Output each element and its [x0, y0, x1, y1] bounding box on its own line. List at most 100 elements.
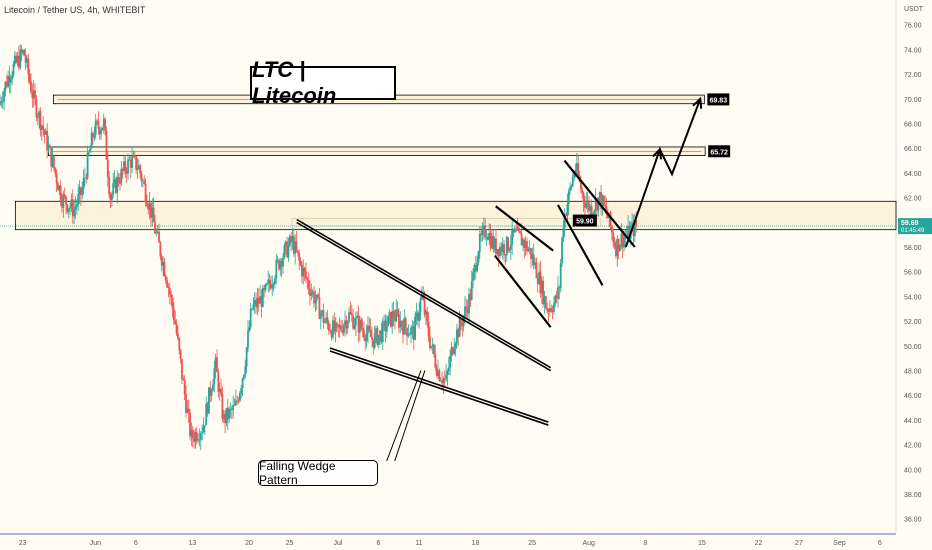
- candle-body: [88, 152, 90, 154]
- candle-body: [129, 160, 132, 168]
- projection-path: [624, 98, 702, 248]
- wedge-trendline: [329, 347, 549, 423]
- candle-body: [361, 328, 364, 331]
- candle-body: [116, 177, 119, 193]
- candle-body: [574, 169, 577, 175]
- candle-body: [318, 296, 321, 319]
- candle-body: [462, 316, 465, 327]
- candle-body: [222, 413, 225, 419]
- candle-body: [554, 295, 557, 304]
- candle-body: [315, 294, 318, 301]
- candle-body: [155, 232, 158, 234]
- candle-body: [430, 346, 433, 348]
- candle-body: [12, 64, 15, 76]
- last-price-tag: [898, 218, 932, 235]
- candle-body: [94, 120, 97, 135]
- candle-body: [202, 426, 205, 433]
- candle-body: [51, 156, 54, 167]
- candle-body: [438, 370, 441, 381]
- candle-body: [512, 228, 515, 233]
- candle-body: [162, 261, 164, 266]
- candle-body: [152, 207, 155, 223]
- candle-body: [460, 318, 462, 324]
- candle-body: [499, 246, 501, 257]
- candle-body: [633, 219, 636, 237]
- candle-body: [453, 347, 456, 354]
- y-tick-label: 68.00: [904, 121, 922, 128]
- candle-body: [496, 249, 499, 254]
- candle-body: [30, 81, 32, 93]
- zone-price-label: 59.90: [576, 219, 594, 226]
- candle-body: [379, 330, 381, 336]
- candle-body: [385, 326, 388, 332]
- candle-body: [632, 222, 635, 237]
- candle-body: [610, 226, 613, 233]
- candle-body: [225, 407, 228, 424]
- candle-body: [121, 168, 124, 171]
- candle-body: [535, 262, 538, 279]
- candle-body: [441, 381, 443, 384]
- candle-body: [435, 367, 438, 376]
- candle-body: [381, 321, 384, 342]
- candle-body: [0, 101, 1, 105]
- candle-body: [290, 236, 293, 243]
- y-tick-label: 74.00: [904, 47, 922, 54]
- candle-body: [419, 298, 422, 313]
- candle-body: [473, 265, 476, 273]
- candle-body: [4, 82, 7, 91]
- candle-body: [310, 292, 313, 296]
- candle-body: [239, 392, 241, 401]
- candle-body: [151, 207, 154, 218]
- x-tick-label: Jun: [90, 540, 101, 547]
- candle-body: [282, 257, 284, 267]
- candle-body: [319, 313, 322, 319]
- candle-body: [61, 201, 63, 208]
- candle-body: [509, 244, 512, 250]
- candle-body: [617, 238, 620, 252]
- candle-body: [244, 366, 247, 375]
- candle-body: [404, 318, 407, 329]
- candle-body: [606, 213, 609, 219]
- candle-body: [216, 357, 218, 373]
- candle-body: [511, 228, 514, 245]
- candle-body: [132, 155, 135, 157]
- candle-body: [183, 380, 186, 394]
- candle-body: [1, 101, 4, 103]
- candle-body: [468, 293, 470, 314]
- candle-body: [420, 294, 423, 299]
- candle-body: [245, 347, 248, 367]
- candle-body: [0, 101, 3, 103]
- x-tick-label: 6: [134, 540, 138, 547]
- y-tick-label: 52.00: [904, 319, 922, 326]
- candle-body: [477, 251, 480, 263]
- candle-body: [334, 322, 337, 332]
- last-price-countdown: 01:45:49: [901, 228, 925, 234]
- candle-body: [139, 165, 142, 174]
- candle-body: [206, 403, 209, 414]
- candle-body: [399, 321, 402, 328]
- x-tick-label: 11: [415, 540, 422, 547]
- candle-body: [546, 308, 549, 312]
- candle-body: [274, 278, 276, 284]
- y-tick-label: 56.00: [904, 270, 922, 277]
- candle-body: [383, 320, 386, 322]
- candle-body: [102, 118, 105, 128]
- candle-body: [329, 330, 332, 332]
- candle-body: [424, 311, 427, 315]
- candle-body: [384, 320, 387, 332]
- candle-body: [530, 248, 532, 259]
- candle-body: [356, 315, 359, 318]
- candle-body: [423, 299, 426, 315]
- candle-body: [392, 311, 395, 319]
- candle-body: [457, 329, 460, 337]
- candle-body: [299, 260, 302, 265]
- candle-body: [561, 238, 563, 264]
- candle-body: [493, 238, 496, 250]
- candle-body: [43, 130, 46, 135]
- candle-body: [505, 237, 508, 256]
- zone-box: [14, 200, 897, 231]
- candle-body: [272, 283, 275, 285]
- candle-body: [143, 180, 146, 184]
- y-tick-label: 40.00: [904, 467, 922, 474]
